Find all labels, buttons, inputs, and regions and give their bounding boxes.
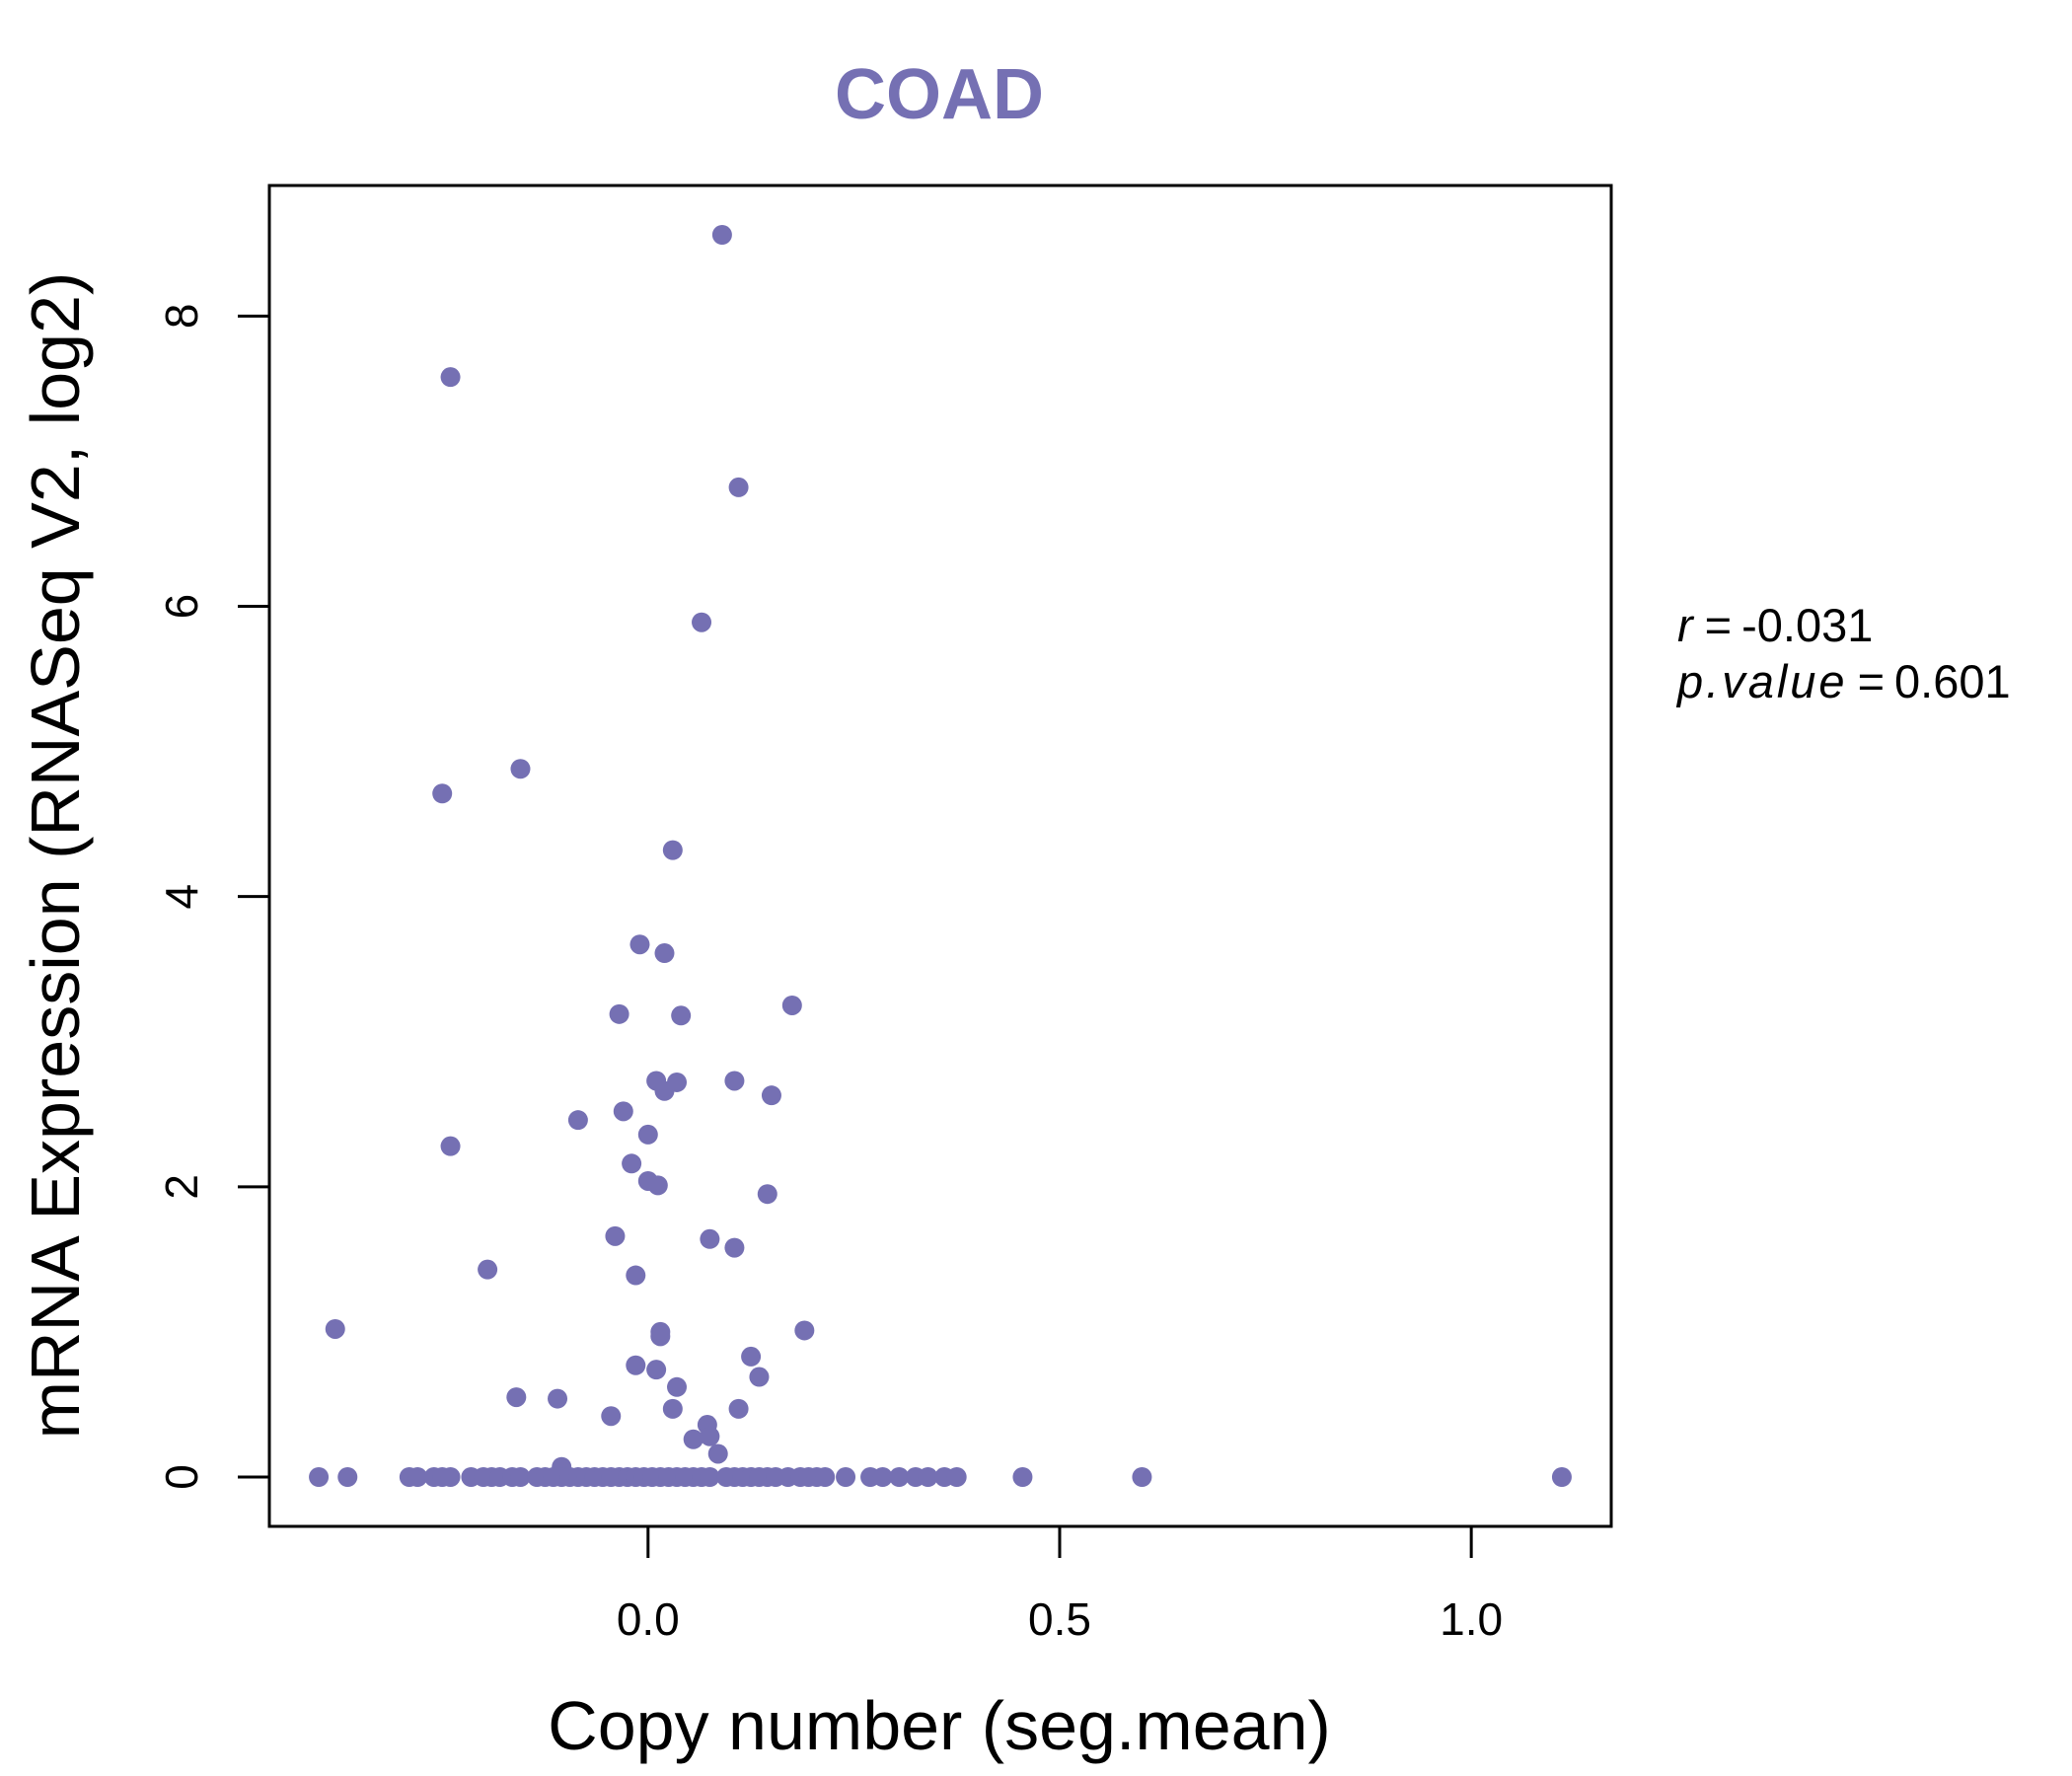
data-point	[647, 1175, 668, 1196]
data-point	[440, 1136, 461, 1156]
y-tick-label: 2	[156, 1174, 207, 1200]
r-symbol: r	[1677, 599, 1695, 651]
data-point	[654, 1080, 675, 1101]
data-point	[889, 1466, 910, 1487]
p-value-symbol: p.value	[1675, 655, 1848, 707]
data-point	[794, 1320, 815, 1341]
x-tick-label: 0.5	[1028, 1593, 1091, 1645]
x-tick-label: 0.0	[617, 1593, 680, 1645]
r-value: -0.031	[1741, 599, 1873, 651]
data-point	[728, 1398, 749, 1419]
y-axis: 0 2 4 6 8	[156, 304, 269, 1490]
data-point	[662, 1398, 683, 1419]
r-statistic: r = -0.031	[1677, 599, 1873, 651]
data-point	[700, 1426, 720, 1446]
data-point	[728, 477, 749, 497]
data-point	[613, 1101, 633, 1122]
data-point	[872, 1466, 893, 1487]
data-point	[1551, 1466, 1572, 1487]
data-point	[440, 367, 461, 388]
data-point	[337, 1466, 358, 1487]
data-point	[749, 1367, 770, 1387]
data-point	[609, 1003, 629, 1024]
y-axis-label: mRNA Expression (RNASeq V2, log2)	[17, 272, 94, 1440]
data-point	[622, 1153, 642, 1174]
data-point	[711, 225, 732, 246]
data-point	[781, 995, 802, 1015]
data-point	[700, 1228, 720, 1249]
data-point	[325, 1318, 345, 1339]
data-point	[1132, 1466, 1152, 1487]
data-point	[692, 612, 712, 632]
data-point	[567, 1110, 588, 1131]
data-point	[700, 1466, 720, 1487]
y-tick-label: 6	[156, 594, 207, 620]
data-point	[667, 1376, 688, 1397]
p-value-statistic: p.value = 0.601	[1675, 655, 2011, 707]
data-point	[309, 1466, 330, 1487]
data-point	[626, 1265, 646, 1286]
x-tick-label: 1.0	[1440, 1593, 1503, 1645]
data-point	[724, 1237, 745, 1258]
data-point	[836, 1466, 856, 1487]
data-point	[432, 783, 453, 804]
data-point	[506, 1387, 527, 1408]
data-point	[637, 1124, 658, 1145]
correlation-stats: r = -0.031 p.value = 0.601	[1675, 599, 2011, 707]
data-point	[601, 1406, 622, 1427]
data-point	[440, 1466, 461, 1487]
data-point	[510, 1466, 531, 1487]
data-point	[605, 1225, 626, 1246]
plot-frame	[267, 184, 1613, 1528]
data-point	[724, 1071, 745, 1091]
data-point	[761, 1085, 781, 1106]
data-point	[646, 1360, 667, 1380]
data-point	[1012, 1466, 1033, 1487]
y-tick-label: 8	[156, 304, 207, 330]
data-point	[815, 1466, 836, 1487]
points-layer	[309, 225, 1572, 1487]
data-point	[918, 1466, 938, 1487]
data-point	[671, 1005, 692, 1026]
data-point	[683, 1429, 703, 1449]
data-point	[650, 1326, 671, 1347]
y-tick-label: 4	[156, 884, 207, 910]
data-point	[654, 943, 675, 964]
x-axis: 0.0 0.5 1.0	[617, 1526, 1503, 1645]
data-point	[946, 1466, 967, 1487]
data-point	[757, 1184, 777, 1205]
data-point	[741, 1346, 762, 1367]
data-point	[510, 759, 531, 779]
y-tick-label: 0	[156, 1464, 207, 1490]
data-point	[626, 1355, 646, 1375]
data-point	[629, 934, 650, 955]
x-axis-label: Copy number (seg.mean)	[548, 1687, 1331, 1764]
p-equals: =	[1858, 655, 1885, 707]
r-equals: =	[1705, 599, 1732, 651]
p-value: 0.601	[1894, 655, 2011, 707]
data-point	[662, 840, 683, 860]
chart-title: COAD	[835, 55, 1044, 134]
data-point	[407, 1466, 428, 1487]
data-point	[478, 1259, 498, 1280]
data-point	[548, 1388, 568, 1409]
data-point	[707, 1443, 728, 1464]
